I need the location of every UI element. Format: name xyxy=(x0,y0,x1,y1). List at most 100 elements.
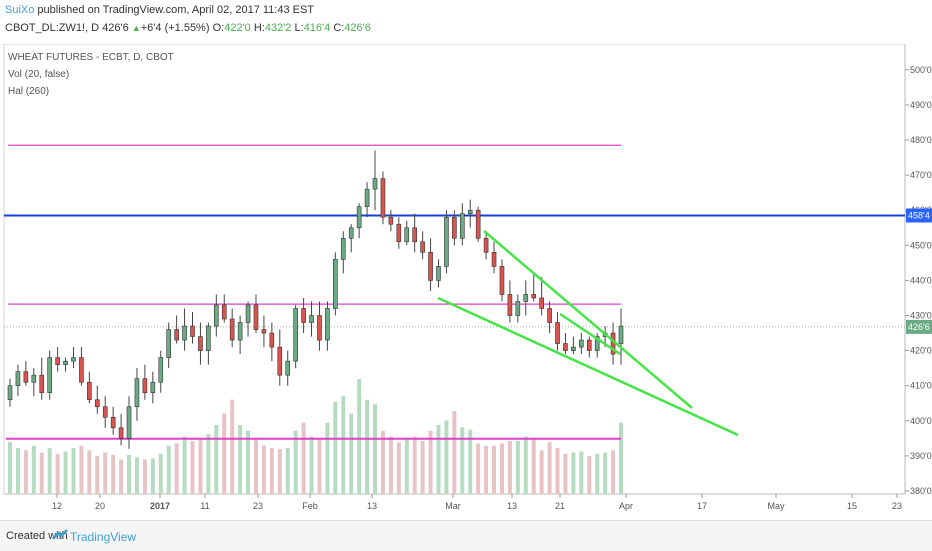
low-value: 416'4 xyxy=(303,22,331,34)
candle-body xyxy=(253,304,259,330)
volume-bar xyxy=(571,452,576,494)
candle-body xyxy=(309,315,314,323)
tradingview-logo-icon xyxy=(52,529,68,540)
volume-bar xyxy=(222,413,227,494)
volume-bar xyxy=(134,457,139,494)
x-tick-label: Feb xyxy=(302,501,318,511)
candle-body xyxy=(563,343,568,351)
candle-body xyxy=(158,357,164,383)
candle-body xyxy=(39,374,45,394)
candle-body xyxy=(333,259,338,309)
symbol-info: CBOT_DL:ZW1!, D 426'6 ▲+6'4 (+1.55%) O:4… xyxy=(5,22,371,34)
volume-bar xyxy=(261,445,266,494)
author-link[interactable]: SuiXo xyxy=(5,4,35,16)
volume-bar xyxy=(420,441,425,494)
high-value: 432'2 xyxy=(264,22,292,34)
volume-bar xyxy=(253,438,258,494)
candle-body xyxy=(547,308,552,323)
x-tick-label: 2017 xyxy=(150,501,170,511)
volume-bar xyxy=(47,448,52,494)
candle-body xyxy=(261,329,267,334)
volume-bar xyxy=(460,427,465,494)
y-tick-label: 450'0 xyxy=(910,240,932,250)
x-tick-label: 11 xyxy=(200,501,209,511)
candle-body xyxy=(515,301,521,316)
volume-bar xyxy=(190,441,195,494)
candle-body xyxy=(47,357,52,394)
open-label: O: xyxy=(212,22,225,34)
volume-bar xyxy=(539,450,544,494)
volume-bar xyxy=(357,379,362,494)
candle-body xyxy=(444,216,449,267)
candle-body xyxy=(555,322,560,344)
candle-body xyxy=(126,406,132,439)
candle-body xyxy=(190,325,195,337)
candle-body xyxy=(214,304,219,327)
y-tick-label: 440'0 xyxy=(910,275,932,285)
candle-body xyxy=(182,325,187,341)
volume-bar xyxy=(603,452,608,494)
volume-bar xyxy=(214,425,219,494)
volume-bar xyxy=(166,445,171,494)
y-tick-label: 410'0 xyxy=(910,381,932,391)
volume-bar xyxy=(412,436,417,494)
volume-bar xyxy=(428,430,433,494)
y-tick-label: 490'0 xyxy=(910,100,932,110)
price-change: +6'4 (+1.55%) xyxy=(140,22,210,34)
volume-bar xyxy=(285,448,290,494)
candle-body xyxy=(523,294,529,302)
candle-body xyxy=(55,357,60,365)
lower-trend-line[interactable] xyxy=(437,296,739,437)
price-chart[interactable]: 380'0 390'0 400'0 410'0 420'0 430'0 440'0 450'0… xyxy=(0,44,932,520)
volume-bar xyxy=(8,442,12,494)
candle-body xyxy=(7,385,13,401)
resistance-price-text: 458'4 xyxy=(908,210,930,220)
volume-bar xyxy=(531,438,536,494)
wedge-cross-line[interactable] xyxy=(559,312,621,356)
volume-bar xyxy=(95,456,100,494)
x-tick-label: 13 xyxy=(507,501,517,511)
candle-body xyxy=(539,297,544,309)
volume-bar xyxy=(587,456,592,494)
y-axis: 380'0 390'0 400'0 410'0 420'0 430'0 440'0 450'0… xyxy=(905,65,932,496)
volume-bar xyxy=(246,430,251,494)
candle-body xyxy=(110,416,116,429)
candle-body xyxy=(166,329,172,358)
candle-body xyxy=(579,339,584,348)
volume-bar xyxy=(555,448,560,494)
volume-bar xyxy=(15,448,20,494)
upper-trend-line[interactable] xyxy=(483,230,693,409)
candle-body xyxy=(571,346,576,351)
volume-bar xyxy=(71,448,76,494)
volume-bar xyxy=(301,422,306,494)
candle-body xyxy=(404,227,410,243)
volume-bar xyxy=(309,436,314,494)
candle-body xyxy=(436,266,441,281)
candle-body xyxy=(388,216,394,225)
x-tick-label: 12 xyxy=(52,501,62,511)
candle-body xyxy=(285,360,291,376)
candle-body xyxy=(340,237,346,260)
volume-bar xyxy=(277,449,282,494)
volume-bars xyxy=(6,379,623,494)
candle-body xyxy=(396,223,402,243)
tradingview-brand[interactable]: TradingView xyxy=(70,530,137,544)
candle-body xyxy=(380,178,386,218)
candle-body xyxy=(245,304,251,323)
x-tick-label: 23 xyxy=(253,501,263,511)
last-price-text: 426'6 xyxy=(908,322,930,332)
volume-bar xyxy=(127,454,132,494)
current-price: 426'6 xyxy=(102,22,129,34)
candle-body xyxy=(467,209,473,215)
y-tick-label: 400'0 xyxy=(910,416,932,426)
volume-bar xyxy=(595,453,600,494)
candle-body xyxy=(594,336,600,351)
volume-bar xyxy=(619,422,623,494)
candle-body xyxy=(325,308,330,341)
candle-body xyxy=(79,357,84,383)
volume-bar xyxy=(499,443,504,494)
candle-body xyxy=(348,227,354,239)
candle-body xyxy=(102,406,108,418)
volume-bar xyxy=(31,445,36,494)
volume-bar xyxy=(317,438,322,494)
